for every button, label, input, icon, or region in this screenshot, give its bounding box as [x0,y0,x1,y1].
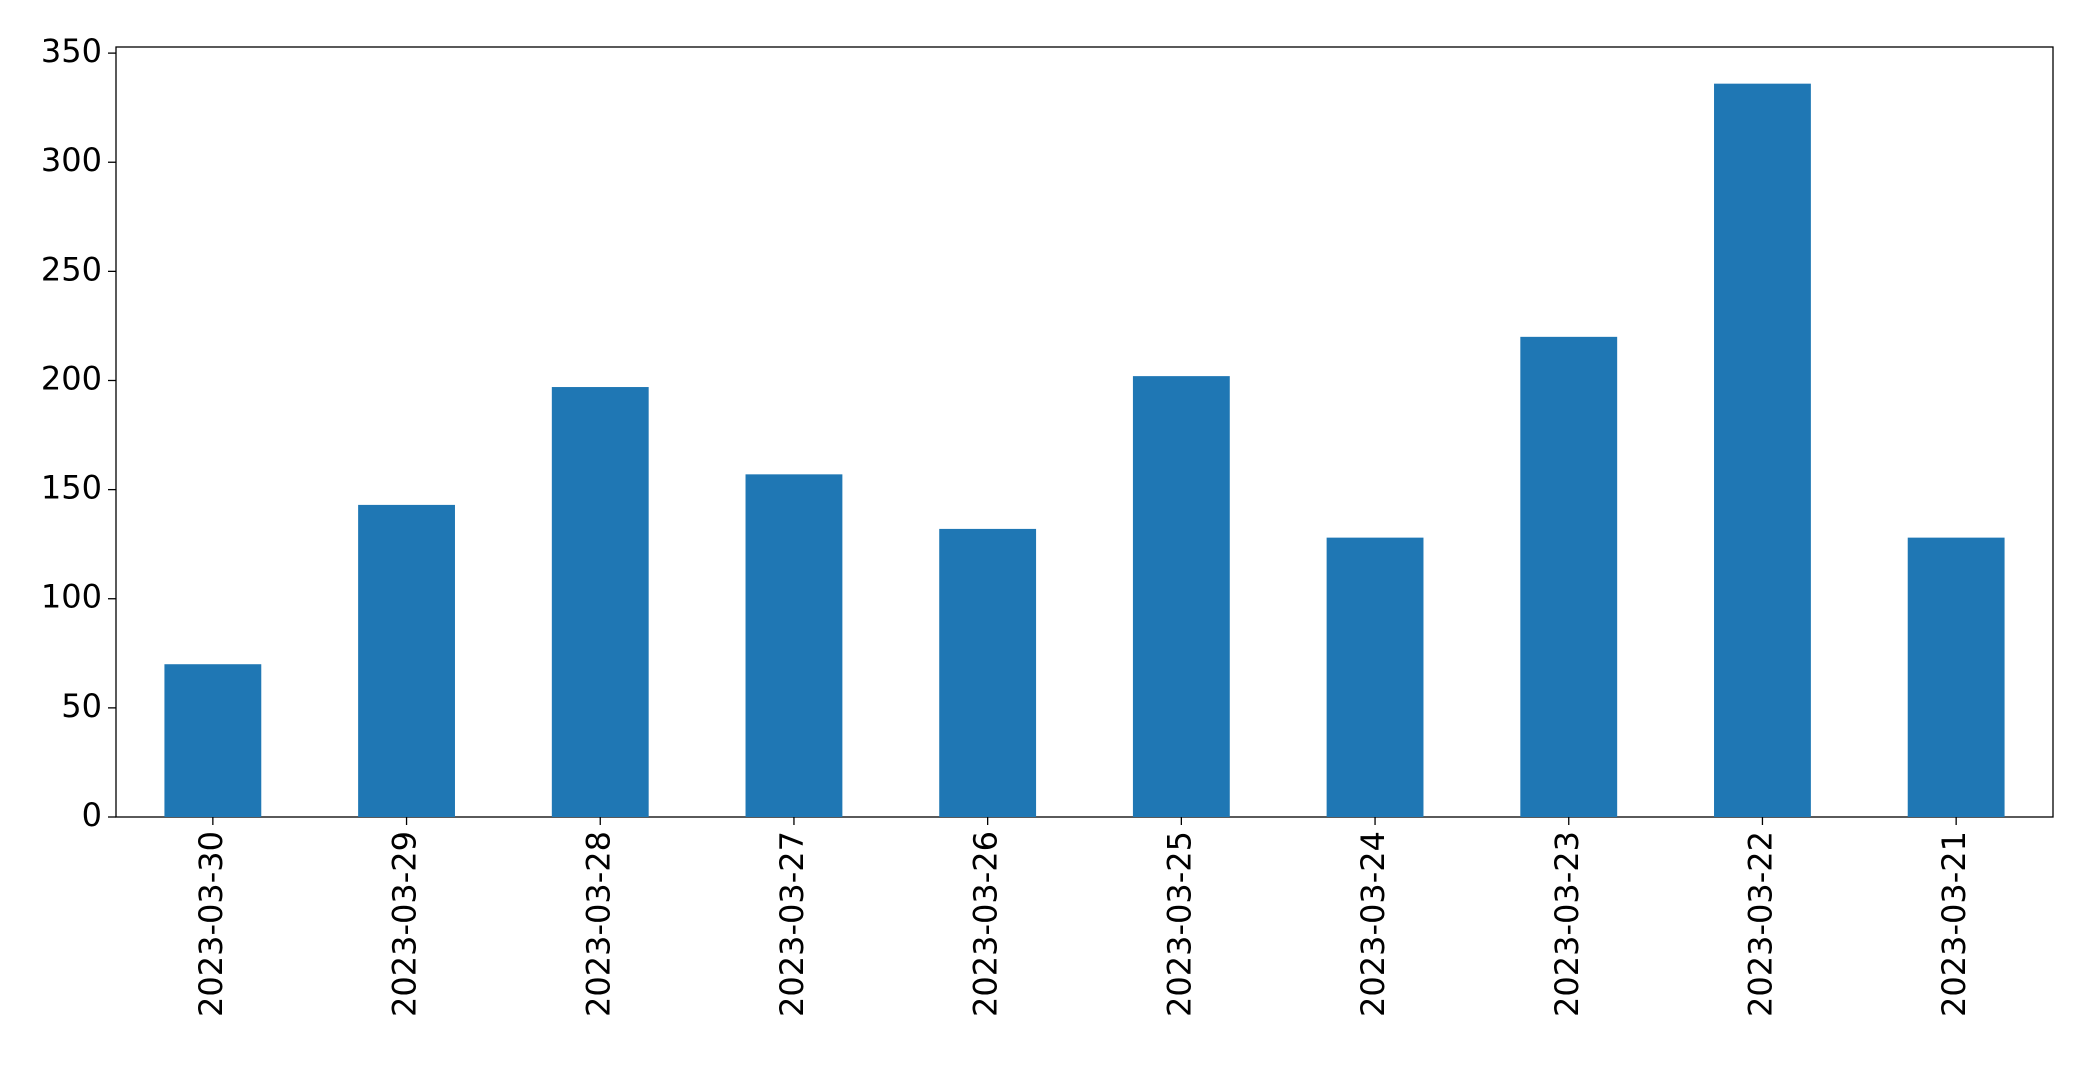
x-tick-label: 2023-03-21 [1935,831,1973,1017]
bar [939,528,1037,817]
x-tick-label: 2023-03-23 [1548,831,1586,1017]
x-tick-label: 2023-03-30 [192,831,230,1017]
bar [1326,537,1424,817]
x-tick-label: 2023-03-22 [1741,831,1779,1017]
bar [164,664,262,817]
plot-frame [115,46,2054,818]
bar [1520,336,1618,817]
y-tick-label: 0 [82,796,102,834]
y-tick-label: 250 [41,250,102,288]
x-tick-label: 2023-03-26 [967,831,1005,1017]
x-tick-label: 2023-03-27 [773,831,811,1017]
y-tick-label: 100 [41,578,102,616]
x-tick-label: 2023-03-28 [579,831,617,1017]
y-tick-label: 50 [61,687,102,725]
y-tick-label: 350 [41,32,102,70]
x-tick-label: 2023-03-29 [386,831,424,1017]
y-tick-label: 150 [41,469,102,507]
y-tick-label: 300 [41,141,102,179]
bar [1714,83,1811,817]
bar [551,387,649,817]
x-tick-label: 2023-03-24 [1354,831,1392,1017]
x-tick-label: 2023-03-25 [1160,831,1198,1017]
bar [1132,376,1230,817]
bar [358,504,455,817]
bar [1907,537,2005,817]
bar [745,474,843,817]
y-tick-label: 200 [41,359,102,397]
